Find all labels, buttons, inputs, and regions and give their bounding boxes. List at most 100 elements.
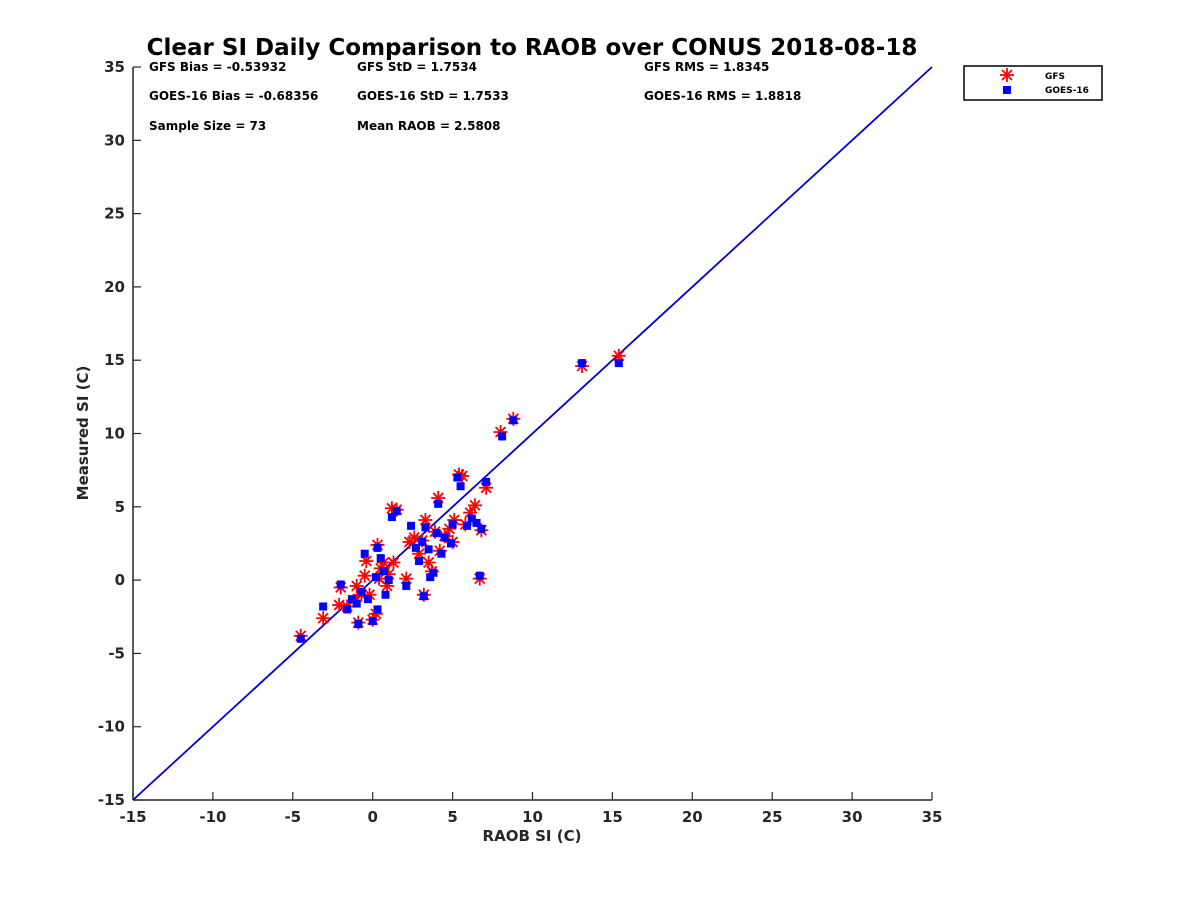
goes-16-point (453, 473, 462, 482)
gfs-point (467, 498, 482, 513)
goes-16-point (373, 543, 382, 552)
stat-gfs-std: GFS StD = 1.7534 (357, 60, 477, 74)
x-tick-label: -15 (119, 808, 146, 826)
goes-16-point (482, 477, 491, 486)
goes-16-point (354, 620, 363, 629)
y-tick-label: -10 (98, 718, 125, 736)
reference-line (132, 66, 933, 801)
goes-16-point (475, 571, 484, 580)
goes-16-point (426, 573, 435, 582)
gfs-point (316, 611, 331, 626)
y-tick-label: 35 (104, 58, 125, 76)
stat-gfs-rms: GFS RMS = 1.8345 (644, 60, 769, 74)
y-tick-label: 30 (104, 131, 125, 149)
x-tick-label: 35 (922, 808, 943, 826)
goes-16-point (319, 602, 328, 611)
x-tick-label: 20 (682, 808, 703, 826)
goes-16-point (434, 499, 443, 508)
goes-16-point (347, 595, 356, 604)
goes-16-point (387, 513, 396, 522)
goes-16-point (360, 549, 369, 558)
x-tick-label: 0 (367, 808, 377, 826)
goes-16-point (437, 549, 446, 558)
one-to-one-line (132, 66, 933, 801)
goes-16-point (477, 524, 486, 533)
gfs-point (399, 571, 414, 586)
goes-16-point (472, 518, 481, 527)
goes-16-point (373, 605, 382, 614)
goes-16-point (456, 482, 465, 491)
gfs-point (386, 555, 401, 570)
stat-goes-bias: GOES-16 Bias = -0.68356 (149, 89, 318, 103)
stat-goes-std: GOES-16 StD = 1.7533 (357, 89, 509, 103)
legend-gfs-label: GFS (1045, 72, 1065, 82)
x-tick-label: 15 (602, 808, 623, 826)
y-tick-label: 10 (104, 425, 125, 443)
goes-16-point (614, 359, 623, 368)
goes-16-point (296, 634, 305, 643)
goes-16-point (462, 521, 471, 530)
goes-16-point (509, 416, 518, 425)
goes-16-point (418, 537, 427, 546)
axes: -15 -10 -5 0 5 10 15 20 25 30 35 -15 -10 -5 0 5 10 15 20 25… (98, 58, 943, 826)
stat-mean-raob: Mean RAOB = 2.5808 (357, 119, 501, 133)
goes-16-point (376, 554, 385, 563)
goes-16-point (578, 359, 587, 368)
y-axis-label: Measured SI (C) (74, 366, 92, 501)
data-points (293, 348, 626, 643)
legend-gfs-marker (1000, 68, 1014, 82)
y-tick-label: 20 (104, 278, 125, 296)
x-tick-label: 5 (447, 808, 457, 826)
goes-16-point (411, 543, 420, 552)
x-axis-label: RAOB SI (C) (483, 827, 582, 845)
goes-16-point (368, 617, 377, 626)
goes-16-point (371, 573, 380, 582)
x-tick-label: -10 (199, 808, 226, 826)
goes-16-point (467, 514, 476, 523)
goes-16-point (343, 605, 352, 614)
goes-16-point (363, 595, 372, 604)
y-tick-label: 5 (115, 498, 125, 516)
goes-16-point (402, 581, 411, 590)
goes-16-point (357, 587, 366, 596)
goes-16-point (419, 592, 428, 601)
goes-16-point (384, 576, 393, 585)
stat-goes-rms: GOES-16 RMS = 1.8818 (644, 89, 801, 103)
y-tick-label: 0 (115, 571, 125, 589)
x-tick-label: -5 (284, 808, 301, 826)
legend-goes-marker (1003, 86, 1011, 94)
legend-box (963, 65, 1103, 101)
x-tick-label: 30 (842, 808, 863, 826)
goes-16-point (352, 599, 361, 608)
goes-16-legend-symbol (1003, 86, 1011, 94)
y-tick-label: 15 (104, 351, 125, 369)
goes-16-point (498, 432, 507, 441)
goes-16-point (429, 568, 438, 577)
legend-goes-label: GOES-16 (1045, 86, 1089, 96)
goes-16-point (432, 529, 441, 538)
goes-16-point (447, 539, 456, 548)
stat-gfs-bias: GFS Bias = -0.53932 (149, 60, 286, 74)
y-tick-label: 25 (104, 205, 125, 223)
goes-16-point (421, 523, 430, 532)
x-tick-label: 25 (762, 808, 783, 826)
legend: GFS GOES-16 (963, 65, 1103, 101)
gfs-legend-symbol (1000, 68, 1014, 82)
goes-16-point (440, 533, 449, 542)
goes-16-point (379, 567, 388, 576)
x-tick-label: 10 (522, 808, 543, 826)
goes-16-point (424, 545, 433, 554)
goes-16-point (415, 557, 424, 566)
y-tick-label: -5 (108, 644, 125, 662)
stat-sample-size: Sample Size = 73 (149, 119, 266, 133)
goes-16-point (392, 507, 401, 516)
y-tick-label: -15 (98, 791, 125, 809)
gfs-point (611, 348, 626, 363)
gfs-point (357, 568, 372, 583)
goes-16-point (407, 521, 416, 530)
stats-box: GFS Bias = -0.53932 GFS StD = 1.7534 GFS… (149, 60, 801, 133)
goes-16-point (448, 520, 457, 529)
goes-16-point (381, 590, 390, 599)
goes-16-point (336, 580, 345, 589)
